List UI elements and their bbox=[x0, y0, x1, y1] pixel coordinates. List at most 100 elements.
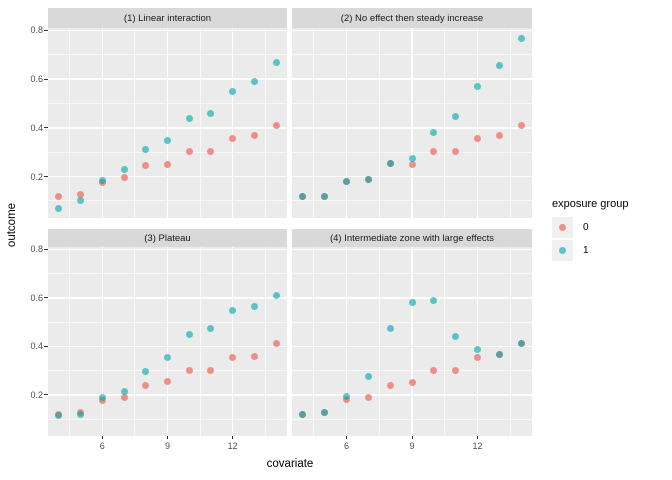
data-point-group0 bbox=[473, 135, 481, 143]
data-point-group1 bbox=[364, 373, 372, 381]
gridline-x-minor bbox=[134, 28, 136, 218]
data-point-group0 bbox=[495, 131, 503, 139]
x-tick-mark bbox=[411, 436, 413, 439]
gridline-x-minor bbox=[199, 28, 201, 218]
legend-key-box bbox=[552, 217, 573, 238]
gridline-y-major bbox=[48, 394, 287, 396]
x-tick-mark bbox=[232, 436, 234, 439]
data-point-group1 bbox=[120, 165, 128, 173]
legend-entry-group0: 0 bbox=[552, 217, 628, 238]
gridline-y-major bbox=[48, 127, 287, 129]
data-point-group0 bbox=[142, 162, 150, 170]
gridline-y-major bbox=[48, 297, 287, 299]
gridline-y-major bbox=[292, 345, 532, 348]
data-point-group0 bbox=[430, 147, 438, 155]
y-tick-label: 0.6 bbox=[30, 74, 43, 85]
y-tick-label: 0.2 bbox=[30, 171, 43, 182]
data-point-group0 bbox=[250, 131, 258, 139]
gridline-x-minor bbox=[69, 247, 71, 436]
x-tick-label: 12 bbox=[227, 441, 238, 451]
data-point-group0 bbox=[142, 381, 150, 389]
gridline-x-major bbox=[231, 247, 234, 436]
data-point-group1 bbox=[229, 306, 237, 314]
data-point-group0 bbox=[229, 135, 237, 143]
data-point-group1 bbox=[98, 176, 106, 184]
y-tick-label: 0.4 bbox=[30, 122, 43, 133]
data-point-group1 bbox=[408, 154, 416, 162]
y-axis-title: outcome bbox=[6, 202, 18, 248]
data-point-group0 bbox=[408, 160, 416, 168]
y-tick-mark bbox=[44, 297, 48, 299]
gridline-x-major bbox=[101, 247, 104, 436]
data-point-group1 bbox=[408, 299, 416, 307]
data-point-group1 bbox=[55, 411, 63, 419]
gridline-y-major bbox=[48, 175, 287, 178]
data-point-group1 bbox=[364, 175, 372, 183]
data-point-group0 bbox=[229, 353, 237, 361]
data-point-group0 bbox=[120, 174, 128, 182]
data-point-group0 bbox=[77, 191, 85, 199]
gridline-x-minor bbox=[509, 28, 511, 218]
gridline-y-major bbox=[48, 345, 287, 348]
data-point-group1 bbox=[473, 82, 481, 90]
data-point-group0 bbox=[364, 393, 372, 401]
gridline-y-major bbox=[48, 78, 287, 80]
data-point-group1 bbox=[343, 177, 351, 185]
gridline-y-major bbox=[292, 297, 532, 299]
y-tick-mark bbox=[44, 29, 48, 31]
data-point-group1 bbox=[120, 387, 128, 395]
data-point-group1 bbox=[272, 291, 280, 299]
data-point-group0 bbox=[120, 393, 128, 401]
y-tick-mark bbox=[44, 78, 48, 80]
gridline-x-minor bbox=[313, 247, 315, 436]
gridline-x-major bbox=[345, 28, 348, 218]
x-tick-mark bbox=[101, 436, 103, 439]
y-tick-mark bbox=[44, 394, 48, 396]
group0-dot-icon bbox=[559, 224, 566, 231]
data-point-group0 bbox=[164, 160, 171, 168]
data-point-group1 bbox=[185, 330, 193, 338]
x-tick-mark bbox=[346, 436, 348, 439]
x-tick-label: 6 bbox=[99, 441, 105, 451]
gridline-x-minor bbox=[199, 247, 201, 436]
legend-entry-group1: 1 bbox=[552, 240, 628, 261]
data-point-group0 bbox=[408, 379, 416, 387]
data-point-group0 bbox=[452, 147, 460, 155]
gridline-x-minor bbox=[378, 247, 380, 436]
data-point-group0 bbox=[430, 367, 438, 375]
data-point-group0 bbox=[250, 352, 258, 360]
data-point-group1 bbox=[386, 159, 394, 167]
x-tick-label: 9 bbox=[164, 441, 170, 451]
data-point-group1 bbox=[495, 351, 503, 359]
y-tick-mark bbox=[44, 248, 48, 250]
data-point-group1 bbox=[299, 192, 307, 200]
y-tick-mark bbox=[44, 127, 48, 129]
data-point-group0 bbox=[343, 396, 351, 404]
facet-strip: (3) Plateau bbox=[48, 229, 287, 247]
data-point-group1 bbox=[473, 346, 481, 354]
y-tick-mark bbox=[44, 176, 48, 178]
data-point-group0 bbox=[473, 353, 481, 361]
data-point-group1 bbox=[517, 340, 525, 348]
data-point-group1 bbox=[517, 35, 525, 43]
data-point-group1 bbox=[55, 204, 63, 212]
gridline-x-minor bbox=[134, 247, 136, 436]
y-tick-label: 0.8 bbox=[30, 25, 43, 36]
data-point-group1 bbox=[343, 392, 351, 400]
gridline-x-major bbox=[166, 28, 169, 218]
data-point-group0 bbox=[207, 367, 215, 375]
data-point-group1 bbox=[299, 410, 307, 418]
data-point-group1 bbox=[98, 393, 106, 401]
gridline-x-minor bbox=[378, 28, 380, 218]
legend: exposure group 0 1 bbox=[552, 198, 628, 263]
data-point-group1 bbox=[495, 62, 503, 70]
gridline-x-major bbox=[345, 247, 348, 436]
gridline-y-major bbox=[292, 394, 532, 396]
legend-title: exposure group bbox=[552, 198, 629, 210]
gridline-y-major bbox=[292, 175, 532, 178]
data-point-group1 bbox=[452, 333, 460, 341]
legend-label-group1: 1 bbox=[583, 245, 589, 256]
data-point-group0 bbox=[185, 147, 193, 155]
data-point-group0 bbox=[207, 147, 215, 155]
